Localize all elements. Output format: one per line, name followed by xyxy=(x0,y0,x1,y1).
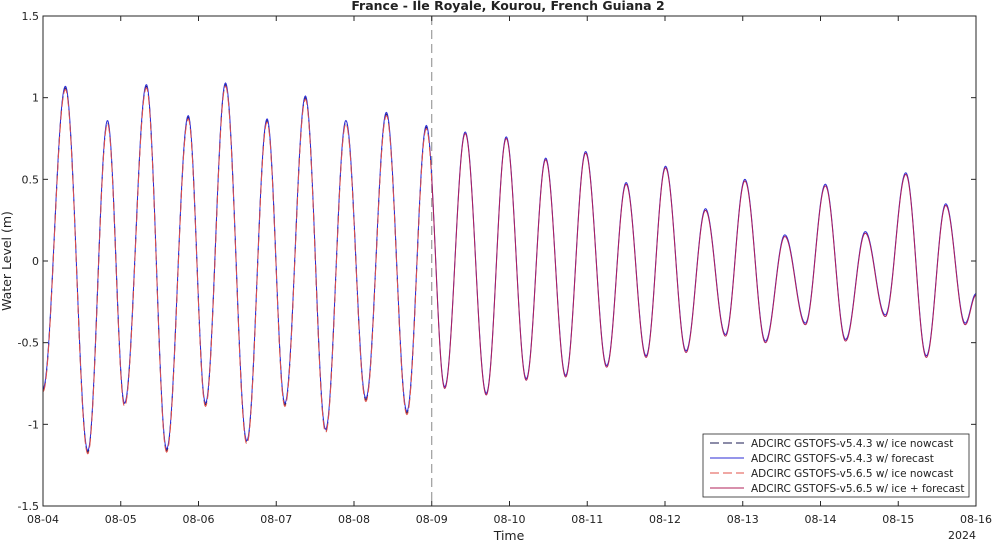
x-tick-label: 08-11 xyxy=(571,513,603,526)
chart-title: France - Ile Royale, Kourou, French Guia… xyxy=(351,0,664,13)
x-tick-label: 08-04 xyxy=(27,513,59,526)
y-tick-label: 1.5 xyxy=(22,10,40,23)
legend-label-4: ADCIRC GSTOFS-v5.6.5 w/ ice + forecast xyxy=(751,483,964,495)
x-tick-label: 08-09 xyxy=(416,513,448,526)
x-tick-label: 08-13 xyxy=(727,513,759,526)
legend: ADCIRC GSTOFS-v5.4.3 w/ ice nowcast ADCIR… xyxy=(703,434,969,497)
x-tick-label: 08-16 xyxy=(960,513,992,526)
y-tick-label: 1 xyxy=(32,92,39,105)
x-tick-label: 08-06 xyxy=(183,513,215,526)
year-label: 2024 xyxy=(948,529,976,541)
legend-label-3: ADCIRC GSTOFS-v5.6.5 w/ ice nowcast xyxy=(751,468,953,480)
y-tick-label: 0 xyxy=(32,255,39,268)
x-tick-label: 08-05 xyxy=(105,513,137,526)
legend-label-2: ADCIRC GSTOFS-v5.4.3 w/ forecast xyxy=(751,453,934,465)
y-axis-label: Water Level (m) xyxy=(0,211,14,311)
legend-label-1: ADCIRC GSTOFS-v5.4.3 w/ ice nowcast xyxy=(751,438,953,450)
y-tick-label: 0.5 xyxy=(22,173,40,186)
x-tick-label: 08-14 xyxy=(805,513,837,526)
x-tick-label: 08-07 xyxy=(260,513,292,526)
x-tick-label: 08-10 xyxy=(494,513,526,526)
x-axis-label: Time xyxy=(493,528,525,541)
x-tick-label: 08-12 xyxy=(649,513,681,526)
x-tick-label: 08-15 xyxy=(882,513,914,526)
y-tick-label: -0.5 xyxy=(18,337,39,350)
y-tick-label: -1.5 xyxy=(18,500,39,513)
x-tick-label: 08-08 xyxy=(338,513,370,526)
y-tick-label: -1 xyxy=(28,418,39,431)
